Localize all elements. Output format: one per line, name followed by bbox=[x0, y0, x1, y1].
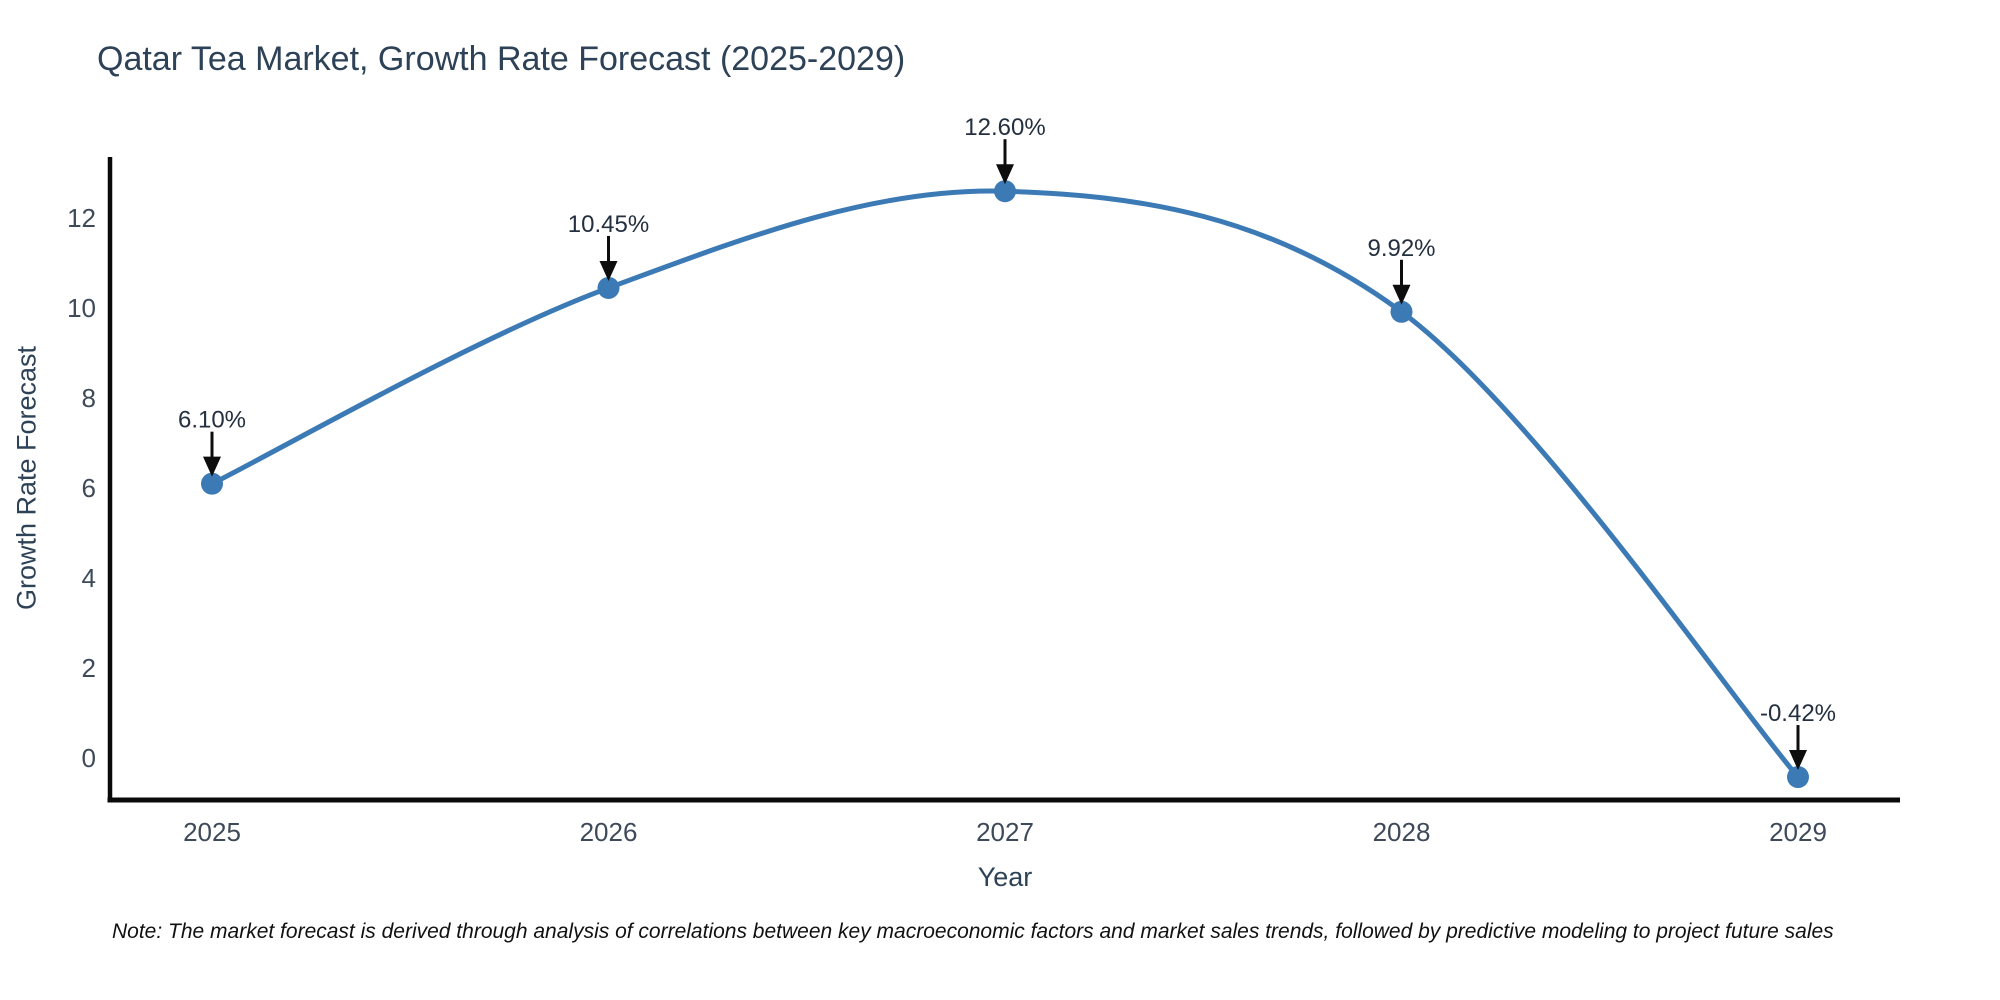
x-axis-title: Year bbox=[977, 862, 1033, 892]
x-tick-label: 2027 bbox=[976, 817, 1034, 847]
data-point-marker bbox=[1390, 300, 1413, 323]
data-point-marker bbox=[597, 276, 620, 299]
data-point-marker bbox=[201, 472, 223, 495]
y-axis-title: Growth Rate Forecast bbox=[11, 345, 42, 611]
annotation-arrowhead bbox=[996, 164, 1014, 185]
y-tick-label: 4 bbox=[82, 563, 96, 593]
annotation-arrowhead bbox=[1789, 750, 1807, 771]
y-tick-label: 8 bbox=[82, 383, 96, 413]
x-tick-label: 2025 bbox=[183, 817, 241, 847]
y-tick-label: 6 bbox=[82, 473, 96, 503]
footnote: Note: The market forecast is derived thr… bbox=[112, 920, 1834, 943]
y-tick-label: 12 bbox=[67, 203, 96, 233]
annotation-value-label: -0.42% bbox=[1760, 700, 1836, 727]
x-tick-label: 2029 bbox=[1769, 817, 1827, 847]
y-tick-label: 0 bbox=[82, 743, 96, 773]
x-tick-label: 2026 bbox=[580, 817, 638, 847]
series-line bbox=[209, 188, 1801, 780]
annotation-value-label: 9.92% bbox=[1367, 235, 1435, 262]
data-point-marker bbox=[1787, 766, 1809, 789]
y-tick-label: 2 bbox=[82, 653, 96, 683]
annotation-arrowhead bbox=[599, 260, 618, 281]
annotation-arrowhead bbox=[1392, 284, 1411, 305]
annotation-value-label: 6.10% bbox=[178, 407, 246, 434]
x-tick-label: 2028 bbox=[1373, 817, 1431, 847]
annotation-value-label: 10.45% bbox=[568, 211, 649, 238]
y-tick-label: 10 bbox=[67, 293, 96, 323]
annotation-arrowhead bbox=[203, 456, 221, 477]
data-point-marker bbox=[994, 180, 1016, 203]
annotation-value-label: 12.60% bbox=[964, 114, 1045, 141]
chart-title: Qatar Tea Market, Growth Rate Forecast (… bbox=[97, 40, 906, 78]
